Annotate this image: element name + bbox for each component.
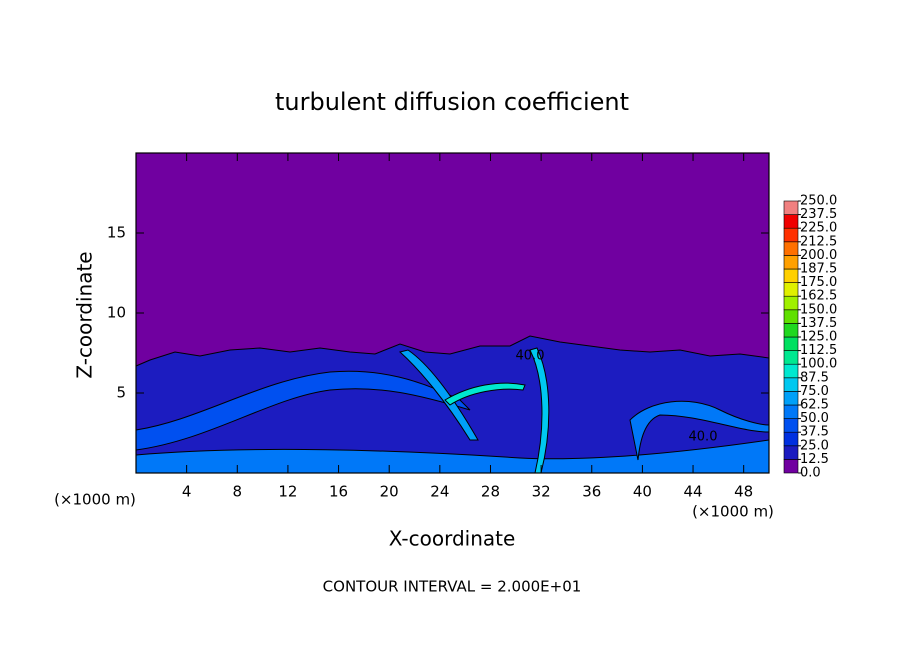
field-layer <box>135 439 770 474</box>
field-layer <box>444 382 526 406</box>
x-tick-label: 12 <box>278 483 297 501</box>
colorbar-label: 212.5 <box>800 234 837 249</box>
x-tick-label: 36 <box>582 483 601 501</box>
colorbar-label: 75.0 <box>800 384 829 399</box>
colorbar-label: 150.0 <box>800 302 837 317</box>
x-axis-label: X-coordinate <box>389 527 516 551</box>
colorbar-label: 62.5 <box>800 398 829 413</box>
colorbar-label: 0.0 <box>800 466 821 481</box>
footnote: CONTOUR INTERVAL = 2.000E+01 <box>323 578 582 596</box>
contour-label: 40.0 <box>516 349 545 364</box>
colorbar-box <box>783 214 799 229</box>
colorbar-box <box>783 418 799 433</box>
colorbar-box <box>783 227 799 243</box>
field-layer <box>398 349 479 441</box>
colorbar-label: 112.5 <box>800 343 837 358</box>
x-tick-label: 20 <box>380 483 399 501</box>
colorbar-box <box>783 200 799 215</box>
colorbar-box <box>783 459 799 474</box>
colorbar-box <box>783 445 799 460</box>
colorbar-box <box>783 350 799 365</box>
plot-area <box>135 152 770 474</box>
colorbar-label: 187.5 <box>800 262 837 277</box>
colorbar-label: 237.5 <box>800 207 837 222</box>
colorbar-label: 200.0 <box>800 248 837 263</box>
colorbar-label: 25.0 <box>800 438 829 453</box>
colorbar-box <box>783 336 799 351</box>
colorbar-label: 137.5 <box>800 316 837 331</box>
x-unit: (×1000 m) <box>54 491 136 509</box>
y-axis-label: Z-coordinate <box>73 251 97 378</box>
colorbar-box <box>783 309 799 324</box>
colorbar-label: 37.5 <box>800 425 829 440</box>
y-tick-label: 10 <box>107 304 126 322</box>
colorbar-box <box>783 377 799 392</box>
colorbar-label: 12.5 <box>800 452 829 467</box>
colorbar-box <box>783 282 799 297</box>
colorbar-box <box>783 268 799 283</box>
colorbar-box <box>783 255 799 270</box>
x-tick-label: 32 <box>532 483 551 501</box>
colorbar-label: 50.0 <box>800 411 829 426</box>
x-tick-label: 48 <box>734 483 753 501</box>
contour-label: 40.0 <box>689 430 718 445</box>
y-tick-label: 5 <box>116 384 126 402</box>
x-tick-label: 44 <box>683 483 702 501</box>
field-layer <box>135 370 471 451</box>
colorbar-label: 100.0 <box>800 357 837 372</box>
x-tick-label: 40 <box>633 483 652 501</box>
colorbar-box <box>783 363 799 379</box>
colorbar-box <box>783 431 799 447</box>
colorbar-label: 87.5 <box>800 370 829 385</box>
x-tick-label: 28 <box>481 483 500 501</box>
y-tick-label: 15 <box>107 224 126 242</box>
x-tick-label: 16 <box>329 483 348 501</box>
colorbar-label: 175.0 <box>800 275 837 290</box>
colorbar-box <box>783 391 799 406</box>
colorbar-box <box>783 323 799 338</box>
y-unit: (×1000 m) <box>692 503 774 521</box>
colorbar-label: 125.0 <box>800 330 837 345</box>
colorbar-label: 250.0 <box>800 194 837 209</box>
chart-title: turbulent diffusion coefficient <box>275 88 629 116</box>
x-tick-label: 4 <box>182 483 192 501</box>
colorbar-label: 225.0 <box>800 221 837 236</box>
colorbar-label: 162.5 <box>800 289 837 304</box>
x-tick-label: 24 <box>430 483 449 501</box>
colorbar-box <box>783 404 799 419</box>
colorbar-box <box>783 295 799 311</box>
colorbar-box <box>783 241 799 256</box>
x-tick-label: 8 <box>233 483 243 501</box>
